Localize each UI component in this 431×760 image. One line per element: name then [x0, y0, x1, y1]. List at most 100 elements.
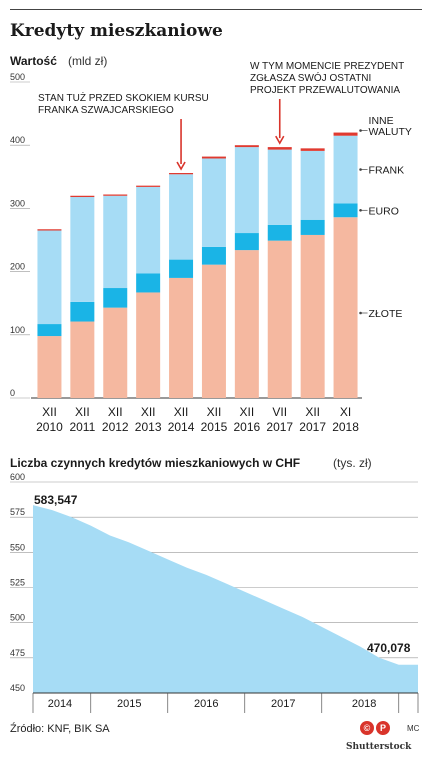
bar-segment-inne-waluty — [136, 185, 161, 187]
legend-label: FRANK — [369, 165, 405, 177]
bar-xtick-year: 2016 — [233, 420, 260, 434]
bar-xtick-month: XII — [174, 405, 189, 419]
area-ytick-label: 475 — [10, 648, 25, 658]
bar-segment-euro — [70, 301, 95, 322]
bar-xtick-month: XII — [141, 405, 156, 419]
area-end-label: 470,078 — [367, 641, 411, 655]
bar-xtick-year: 2017 — [266, 420, 293, 434]
legend-label: INNE — [369, 115, 394, 127]
bar-segment-złote — [169, 277, 194, 398]
bar-ytick-label: 400 — [10, 135, 25, 145]
author-initials: MC — [407, 724, 420, 733]
bar-segment-złote — [300, 234, 325, 398]
bar-segment-frank — [201, 158, 226, 247]
bar-segment-euro — [103, 288, 128, 308]
area-chart-plot: 583,547 470,078 — [33, 493, 418, 693]
bar-xtick-year: 2012 — [102, 420, 129, 434]
top-rule — [10, 9, 422, 10]
bar-segment-złote — [234, 250, 259, 398]
legend-label: EURO — [369, 205, 399, 217]
bar-ytick-label: 100 — [10, 325, 25, 335]
annotation-text: FRANKA SZWAJCARSKIEGO — [38, 105, 174, 116]
area-xtick-year: 2014 — [48, 698, 72, 710]
bar-segment-inne-waluty — [169, 173, 194, 175]
bar-ytick-label: 200 — [10, 262, 25, 272]
area-chart-title: Liczba czynnych kredytów mieszkaniowych … — [10, 456, 300, 470]
area-chart-unit: (tys. zł) — [333, 456, 372, 470]
area-ytick-label: 500 — [10, 613, 25, 623]
bar-segment-złote — [267, 240, 292, 398]
copyright-logo-icon: © — [360, 721, 374, 735]
bar-segment-euro — [333, 203, 358, 218]
bar-segment-złote — [333, 217, 358, 398]
bar-segment-inne-waluty — [300, 148, 325, 151]
bar-segment-inne-waluty — [267, 147, 292, 150]
bar-xtick-year: 2013 — [135, 420, 162, 434]
bar-segment-frank — [136, 186, 161, 274]
bar-segment-inne-waluty — [103, 194, 128, 196]
area-xtick-year: 2017 — [271, 698, 295, 710]
bar-segment-frank — [70, 197, 95, 302]
bar-segment-frank — [103, 195, 128, 289]
annotation-text: STAN TUŻ PRZED SKOKIEM KURSU — [38, 91, 209, 104]
annotation-text: ZGŁASZA SWÓJ OSTATNI — [250, 71, 371, 84]
annotation-arrow-head — [176, 161, 186, 171]
area-ytick-label: 575 — [10, 507, 25, 517]
bar-segment-inne-waluty — [37, 229, 62, 231]
bar-ytick-label: 500 — [10, 72, 25, 82]
bar-segment-euro — [300, 219, 325, 235]
bar-segment-złote — [70, 321, 95, 398]
bar-segment-złote — [103, 307, 128, 398]
bar-segment-złote — [37, 336, 62, 398]
bar-xtick-year: 2011 — [69, 420, 95, 434]
bar-chart-xlabels: XII2010XII2011XII2012XII2013XII2014XII20… — [36, 405, 359, 434]
bar-segment-euro — [136, 273, 161, 293]
bar-segment-złote — [136, 292, 161, 398]
bar-segment-frank — [37, 230, 62, 325]
bar-segment-frank — [300, 150, 325, 220]
bar-segment-frank — [169, 174, 194, 260]
bar-segment-euro — [37, 324, 62, 337]
annotation-text: W TYM MOMENCIE PREZYDENT — [250, 61, 404, 72]
page-title: Kredyty mieszkaniowe — [10, 21, 223, 41]
bar-segment-złote — [201, 264, 226, 398]
bar-segment-frank — [267, 149, 292, 225]
bar-xtick-year: 2017 — [299, 420, 326, 434]
area-xtick-year: 2015 — [117, 698, 141, 710]
bar-xtick-month: VII — [272, 405, 287, 419]
bar-segment-euro — [234, 233, 259, 251]
annotation-text: PROJEKT PRZEWALUTOWANIA — [250, 85, 400, 96]
area-xtick-year: 2018 — [352, 698, 376, 710]
bar-chart-bars — [37, 132, 358, 398]
bar-xtick-month: XII — [75, 405, 90, 419]
bar-xtick-month: XII — [207, 405, 222, 419]
legend-label: WALUTY — [369, 126, 412, 138]
bar-xtick-year: 2018 — [332, 420, 359, 434]
photo-credit: Shutterstock — [346, 742, 412, 752]
area-xtick-year: 2016 — [194, 698, 218, 710]
bar-xtick-year: 2014 — [168, 420, 195, 434]
area-fill — [33, 505, 418, 693]
bar-segment-euro — [169, 259, 194, 278]
publisher-logo-icon: P — [376, 721, 390, 735]
bar-segment-euro — [267, 224, 292, 241]
legend-label: ZŁOTE — [369, 308, 403, 320]
bar-xtick-month: XII — [240, 405, 255, 419]
bar-ytick-label: 0 — [10, 388, 15, 398]
bar-segment-frank — [333, 135, 358, 204]
bar-segment-inne-waluty — [70, 195, 95, 198]
area-ytick-label: 600 — [10, 472, 25, 482]
bar-segment-frank — [234, 147, 259, 234]
bar-ytick-label: 300 — [10, 198, 25, 208]
bar-xtick-month: XI — [340, 405, 351, 419]
area-ytick-label: 450 — [10, 683, 25, 693]
area-chart-xaxis: 2014 2015 2016 2017 2018 — [32, 692, 419, 713]
bar-xtick-month: XII — [42, 405, 57, 419]
bar-segment-inne-waluty — [234, 145, 259, 148]
bar-segment-euro — [201, 246, 226, 265]
source-note: Źródło: KNF, BIK SA — [10, 723, 110, 735]
area-ytick-label: 550 — [10, 542, 25, 552]
area-ytick-label: 525 — [10, 578, 25, 588]
bar-xtick-year: 2015 — [201, 420, 228, 434]
